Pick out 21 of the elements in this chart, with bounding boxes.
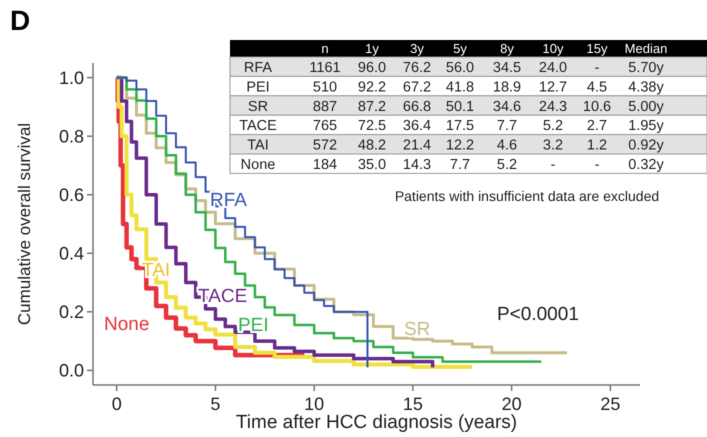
annotation: P<0.0001 <box>497 304 579 325</box>
y-tick-label: 0.4 <box>58 244 84 264</box>
x-tick-label: 20 <box>502 394 522 414</box>
x-tick-label: 0 <box>112 394 122 414</box>
series-label: None <box>104 314 150 335</box>
y-axis-title: Cumulative overall survival <box>15 122 34 326</box>
y-tick-label: 0.2 <box>58 302 84 322</box>
x-tick-label: 10 <box>304 394 324 414</box>
series-label: SR <box>404 319 430 340</box>
y-tick-label: 0.6 <box>58 185 84 206</box>
y-tick-label: 1.0 <box>58 68 84 88</box>
series-label: TACE <box>198 286 248 307</box>
x-axis-title: Time after HCC diagnosis (years) <box>236 412 518 433</box>
table-grid: n 1y 3y 5y 8y 10y 15y Median RFA 1161 96.0 76.2 56.0 34.5 24.0 - 5.70y PEI 510 92.2 67.2 41.8 18.9 12.7 4.5 4.38y SR 887 87.2 66.8 50.1 34.6 24.3 10.6 5.00y TACE 765 72.5 36.4 17.5 7.7 5.2 2.7 1.95y TAI 572 48.2 21.4 12.2 4.6 3.2 1.2 0.92y None 184 35.0 14.3 7.7 5.2 - - 0.32y <box>230 40 707 174</box>
y-tick-label: 0.0 <box>58 360 84 381</box>
annotation: Patients with insufficient data are excluded <box>394 188 660 204</box>
x-tick-label: 25 <box>600 394 620 414</box>
chart-title: D <box>10 5 30 36</box>
y-tick-label: 0.8 <box>58 126 84 146</box>
x-tick-label: 15 <box>402 394 423 414</box>
x-tick-label: 5 <box>210 394 220 414</box>
